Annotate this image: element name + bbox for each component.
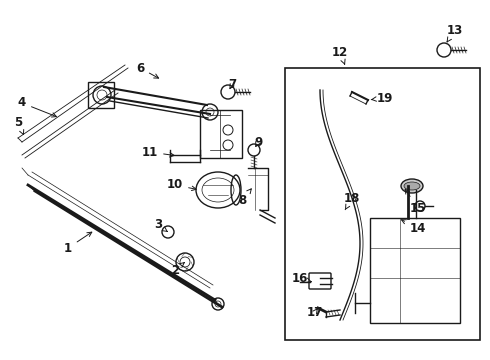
Text: 17: 17 — [307, 306, 323, 319]
Text: 3: 3 — [154, 219, 167, 231]
Text: 18: 18 — [344, 192, 360, 210]
Text: 8: 8 — [238, 189, 251, 207]
Text: 10: 10 — [167, 179, 196, 192]
Text: 7: 7 — [228, 78, 236, 91]
Text: 13: 13 — [447, 23, 463, 42]
Text: 6: 6 — [136, 62, 159, 78]
Bar — [285, 68, 480, 340]
Text: 5: 5 — [14, 116, 24, 135]
Ellipse shape — [401, 179, 423, 193]
Text: 1: 1 — [64, 232, 92, 255]
Text: 4: 4 — [18, 96, 56, 117]
Text: 11: 11 — [142, 145, 174, 158]
Text: 19: 19 — [371, 91, 393, 104]
Text: 2: 2 — [171, 262, 184, 276]
Ellipse shape — [404, 182, 420, 190]
Text: 14: 14 — [401, 220, 426, 234]
Text: 16: 16 — [292, 271, 311, 284]
Text: 9: 9 — [254, 135, 262, 148]
Text: 12: 12 — [332, 45, 348, 64]
Text: 15: 15 — [405, 189, 426, 215]
